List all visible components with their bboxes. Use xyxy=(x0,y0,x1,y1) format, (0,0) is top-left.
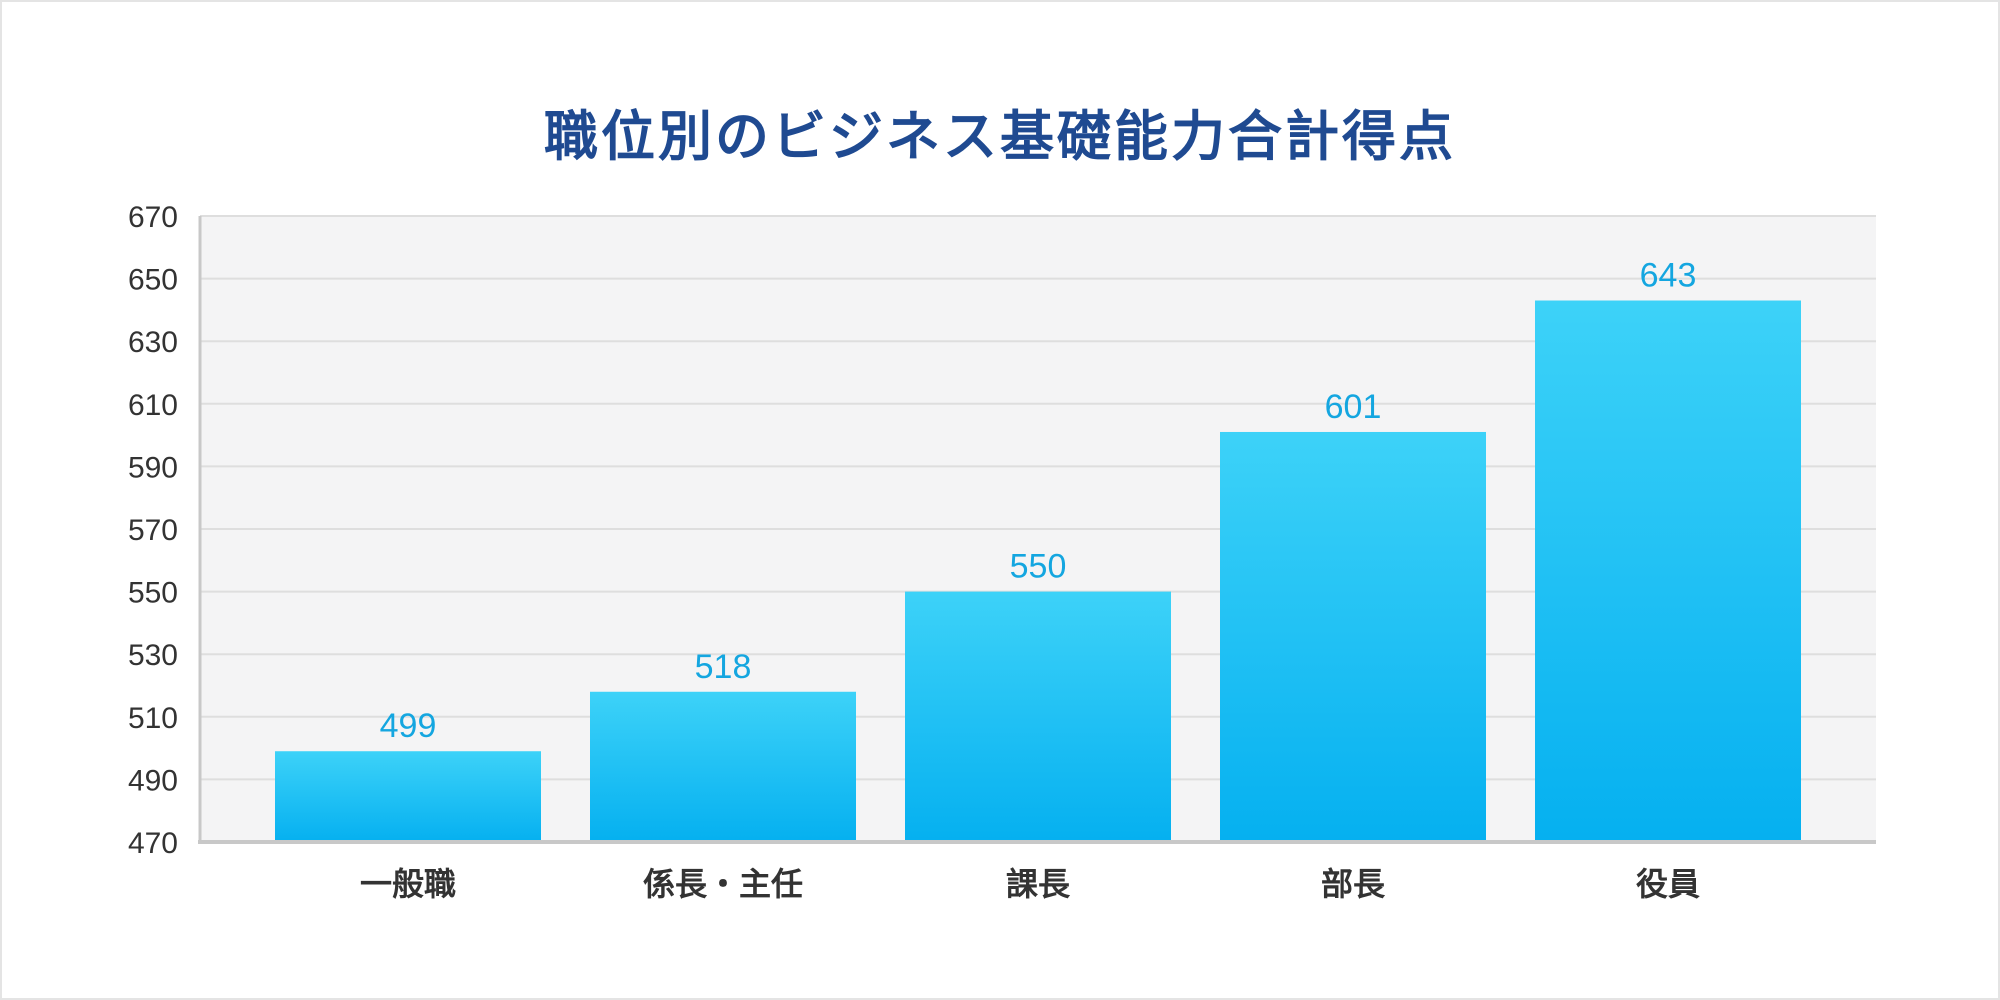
data-label: 518 xyxy=(695,648,752,686)
y-tick-label: 470 xyxy=(128,827,178,860)
y-tick-label: 530 xyxy=(128,639,178,672)
bar xyxy=(590,691,856,842)
data-label: 499 xyxy=(380,707,437,745)
data-label: 601 xyxy=(1325,388,1382,426)
bar xyxy=(905,591,1171,842)
data-label: 550 xyxy=(1010,548,1067,586)
y-tick-label: 670 xyxy=(128,201,178,234)
x-tick-label: 課長 xyxy=(1006,865,1071,903)
y-tick-label: 570 xyxy=(128,514,178,547)
x-tick-label: 一般職 xyxy=(360,865,456,903)
bar xyxy=(275,751,541,842)
x-tick-label: 部長 xyxy=(1321,865,1386,903)
x-tick-label: 役員 xyxy=(1636,865,1700,903)
bar xyxy=(1220,431,1486,842)
y-tick-label: 490 xyxy=(128,764,178,797)
data-label: 643 xyxy=(1640,257,1697,295)
chart-title: 職位別のビジネス基礎能力合計得点 xyxy=(544,105,1456,168)
y-tick-label: 550 xyxy=(128,577,178,610)
y-tick-label: 610 xyxy=(128,389,178,422)
bar xyxy=(1535,300,1801,842)
y-tick-label: 650 xyxy=(128,264,178,297)
y-tick-label: 630 xyxy=(128,326,178,359)
y-tick-label: 590 xyxy=(128,451,178,484)
y-tick-label: 510 xyxy=(128,702,178,735)
x-tick-label: 係長・主任 xyxy=(643,865,803,903)
